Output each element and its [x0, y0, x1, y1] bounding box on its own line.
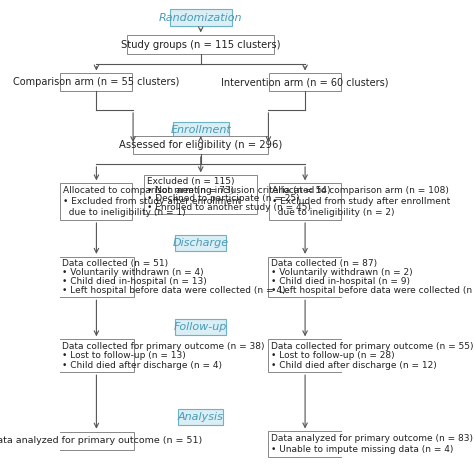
Text: Analysis: Analysis [178, 412, 224, 422]
Text: • Unable to impute missing data (n = 4): • Unable to impute missing data (n = 4) [271, 445, 453, 454]
Text: • Left hospital before data were collected (n = 8): • Left hospital before data were collect… [271, 286, 474, 295]
Text: • Enrolled to another study (n = 45): • Enrolled to another study (n = 45) [147, 203, 311, 212]
FancyBboxPatch shape [173, 121, 229, 137]
FancyBboxPatch shape [178, 409, 223, 425]
Text: • Child died in-hospital (n = 9): • Child died in-hospital (n = 9) [271, 277, 410, 286]
FancyBboxPatch shape [268, 339, 342, 372]
Text: • Excluded from study after enrollment: • Excluded from study after enrollment [272, 197, 450, 206]
FancyBboxPatch shape [268, 431, 342, 457]
FancyBboxPatch shape [59, 432, 134, 449]
Text: • Not meeting inclusion criteria (n = 54): • Not meeting inclusion criteria (n = 54… [147, 186, 331, 195]
Text: • Lost to follow-up (n = 13): • Lost to follow-up (n = 13) [62, 351, 186, 360]
Text: Enrollment: Enrollment [170, 125, 231, 135]
Text: • Lost to follow-up (n = 28): • Lost to follow-up (n = 28) [271, 351, 394, 360]
Text: Randomization: Randomization [159, 13, 243, 23]
Text: Data collected (n = 87): Data collected (n = 87) [271, 259, 377, 268]
Text: Data collected for primary outcome (n = 38): Data collected for primary outcome (n = … [62, 342, 264, 351]
Text: due to ineligibility (n = 2): due to ineligibility (n = 2) [272, 208, 394, 217]
FancyBboxPatch shape [133, 136, 268, 154]
Text: Data collected (n = 51): Data collected (n = 51) [62, 259, 168, 268]
Text: Data analyzed for primary outcome (n = 83): Data analyzed for primary outcome (n = 8… [271, 435, 473, 444]
Text: Study groups (n = 115 clusters): Study groups (n = 115 clusters) [121, 40, 281, 50]
FancyBboxPatch shape [175, 319, 226, 335]
FancyBboxPatch shape [128, 36, 274, 54]
Text: • Child died after discharge (n = 12): • Child died after discharge (n = 12) [271, 361, 436, 370]
Text: Allocated to comparison arm (n = 73): Allocated to comparison arm (n = 73) [64, 186, 235, 195]
Text: • Voluntarily withdrawn (n = 4): • Voluntarily withdrawn (n = 4) [62, 268, 203, 277]
Text: Excluded (n = 115): Excluded (n = 115) [147, 177, 235, 186]
Text: Intervention arm (n = 60 clusters): Intervention arm (n = 60 clusters) [221, 77, 389, 87]
Text: Data analyzed for primary outcome (n = 51): Data analyzed for primary outcome (n = 5… [0, 436, 202, 445]
FancyBboxPatch shape [145, 175, 257, 214]
Text: • Child died after discharge (n = 4): • Child died after discharge (n = 4) [62, 361, 222, 370]
FancyBboxPatch shape [269, 183, 341, 220]
Text: • Child died in-hospital (n = 13): • Child died in-hospital (n = 13) [62, 277, 207, 286]
FancyBboxPatch shape [61, 73, 132, 91]
Text: Follow-up: Follow-up [174, 321, 228, 331]
Text: Data collected for primary outcome (n = 55): Data collected for primary outcome (n = … [271, 342, 473, 351]
FancyBboxPatch shape [175, 235, 226, 251]
Text: • Excluded from study after enrollment: • Excluded from study after enrollment [64, 197, 242, 206]
FancyBboxPatch shape [59, 339, 134, 372]
Text: due to ineligibility (n = 1): due to ineligibility (n = 1) [64, 208, 186, 217]
Text: Assessed for eligibility (n = 296): Assessed for eligibility (n = 296) [119, 140, 283, 150]
FancyBboxPatch shape [61, 183, 132, 220]
FancyBboxPatch shape [170, 9, 232, 27]
Text: • Voluntarily withdrawn (n = 2): • Voluntarily withdrawn (n = 2) [271, 268, 412, 277]
Text: Allocated to comparison arm (n = 108): Allocated to comparison arm (n = 108) [272, 186, 449, 195]
FancyBboxPatch shape [269, 73, 341, 91]
FancyBboxPatch shape [59, 257, 134, 297]
Text: • Declined to participate (n = 25): • Declined to participate (n = 25) [147, 194, 300, 203]
FancyBboxPatch shape [268, 257, 342, 297]
Text: • Left hospital before data were collected (n = 4): • Left hospital before data were collect… [62, 286, 285, 295]
Text: Comparison arm (n = 55 clusters): Comparison arm (n = 55 clusters) [13, 77, 180, 87]
Text: Discharge: Discharge [173, 237, 229, 247]
